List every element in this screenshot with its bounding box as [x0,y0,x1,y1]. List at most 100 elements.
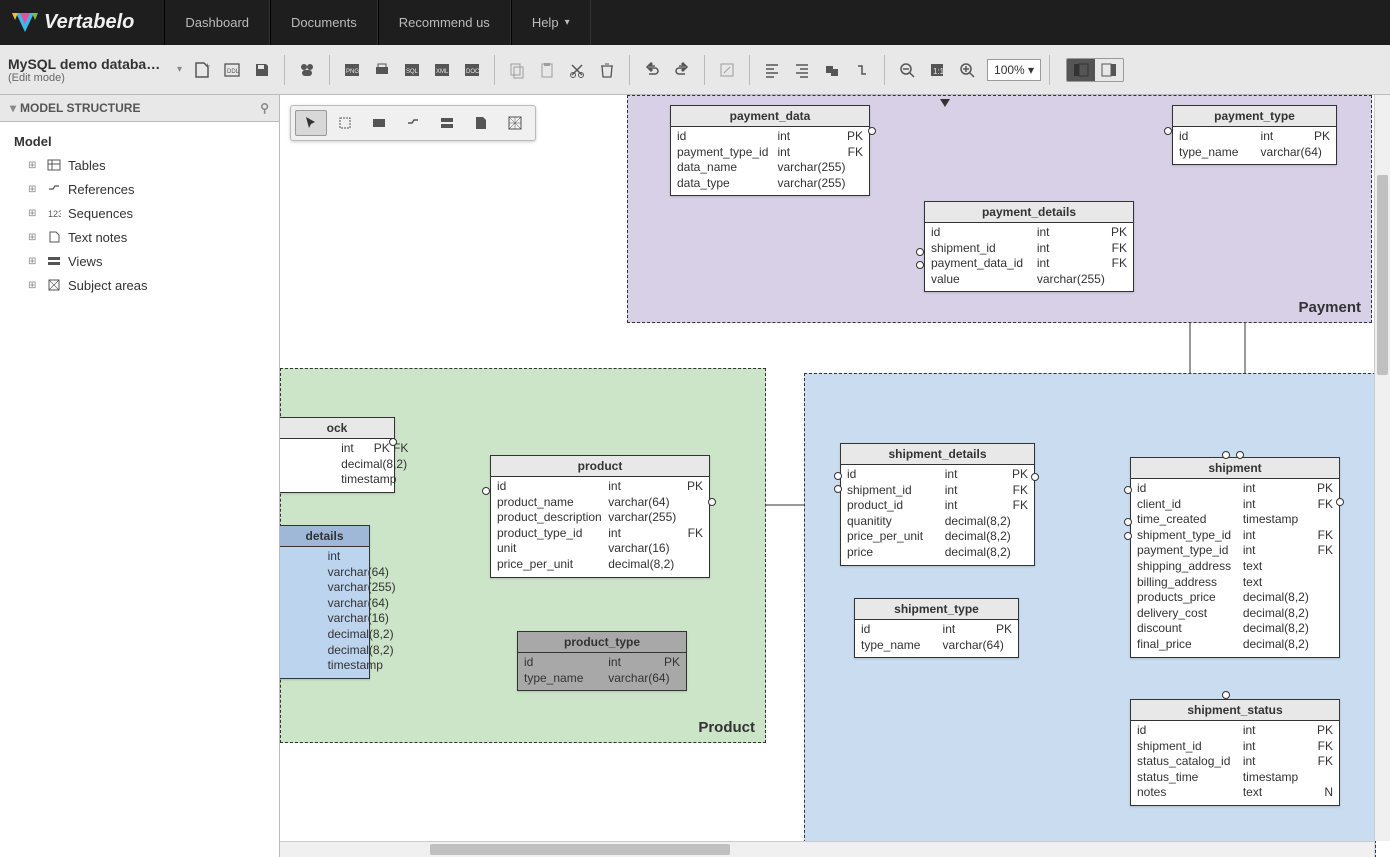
tree-root[interactable]: Model [6,130,273,153]
entity-column: products_pricedecimal(8,2) [1137,590,1333,606]
search-icon[interactable]: ⚲ [260,101,269,115]
panel-toggle [1066,58,1124,82]
align-left-button[interactable] [758,56,786,84]
new-button[interactable]: + [188,56,216,84]
zoom-in-button[interactable] [953,56,981,84]
nav-recommend[interactable]: Recommend us [378,0,511,45]
entity-shipment_type[interactable]: shipment_typeidintPKtype_namevarchar(64) [854,598,1019,658]
entity-product[interactable]: productidintPKproduct_namevarchar(64)pro… [490,455,710,578]
entity-body: idintPKclient_idintFKtime_createdtimesta… [1131,479,1339,657]
entity-column: type_namevarchar(64) [1179,145,1330,161]
entity-shipment_status[interactable]: shipment_statusidintPKshipment_idintFKst… [1130,699,1340,806]
ungroup-button[interactable] [848,56,876,84]
entity-column: shipping_addresstext [1137,559,1333,575]
doc-caret-icon[interactable]: ▾ [177,64,182,75]
entity-details_blue[interactable]: detailsintvarchar(64)varchar(255)varchar… [280,525,370,679]
tables-icon [46,157,62,173]
entity-title: payment_data [671,106,869,127]
save-button[interactable] [248,56,276,84]
vertical-scrollbar[interactable] [1374,95,1390,841]
brand-logo[interactable]: Vertabelo [12,10,134,36]
entity-payment_details[interactable]: payment_detailsidintPKshipment_idintFKpa… [924,201,1134,292]
redo-button[interactable] [668,56,696,84]
entity-shipment[interactable]: shipmentidintPKclient_idintFKtime_create… [1130,457,1340,658]
entity-body: idintPKtype_namevarchar(64) [855,620,1018,657]
entity-body: idintPKtype_namevarchar(64) [518,653,686,690]
nav-documents[interactable]: Documents [270,0,378,45]
align-right-button[interactable] [788,56,816,84]
area-tool[interactable] [499,110,531,136]
ddl-button[interactable]: DDL [218,56,246,84]
svg-text:DOC: DOC [466,69,480,75]
document-title: MySQL demo databa… [8,56,173,72]
entity-column: shipment_idintFK [1137,739,1333,755]
sidebar-title: MODEL STRUCTURE [20,101,260,115]
entity-column: shipment_idintFK [847,483,1028,499]
diagram-canvas[interactable]: PaymentProductpayment_dataidintPKpayment… [280,95,1390,857]
entity-column: idintPK [677,129,863,145]
doc-export-button[interactable]: DOC [458,56,486,84]
sequences-icon: 123 [46,205,62,221]
entity-column: idintPK [931,225,1127,241]
entity-body: idintPKproduct_namevarchar(64)product_de… [491,477,709,577]
entity-column: product_type_idintFK [497,526,703,542]
entity-column: payment_type_idintFK [1137,543,1333,559]
table-tool[interactable] [363,110,395,136]
delete-button[interactable] [593,56,621,84]
left-panel-toggle[interactable] [1067,59,1095,81]
share-button[interactable] [293,56,321,84]
pointer-tool[interactable] [295,110,327,136]
entity-column: pricedecimal(8,2) [847,545,1028,561]
entity-body: idintPKshipment_idintFKproduct_idintFKqu… [841,465,1034,565]
sidebar: ▾ MODEL STRUCTURE ⚲ Model ⊞ Tables ⊞ Ref… [0,95,280,857]
edit-button[interactable] [713,56,741,84]
tree-label: Views [68,254,102,269]
tree-item-areas[interactable]: ⊞ Subject areas [6,273,273,297]
cut-button[interactable] [563,56,591,84]
nav-help[interactable]: Help▾ [511,0,591,45]
connector-endpoint [1124,518,1132,526]
entity-stock[interactable]: ockintPK FKdecimal(8,2)timestamp [280,417,395,493]
tree-item-notes[interactable]: ⊞ Text notes [6,225,273,249]
sidebar-header[interactable]: ▾ MODEL STRUCTURE ⚲ [0,95,279,122]
tree-item-tables[interactable]: ⊞ Tables [6,153,273,177]
entity-column: idintPK [1179,129,1330,145]
marquee-tool[interactable] [329,110,361,136]
entity-column: product_namevarchar(64) [497,495,703,511]
copy-button[interactable] [503,56,531,84]
view-tool[interactable] [431,110,463,136]
entity-body: intvarchar(64)varchar(255)varchar(64)var… [280,547,369,678]
right-panel-toggle[interactable] [1095,59,1123,81]
entity-payment_type[interactable]: payment_typeidintPKtype_namevarchar(64) [1172,105,1337,165]
logo-icon [12,10,38,36]
entity-shipment_details[interactable]: shipment_detailsidintPKshipment_idintFKp… [840,443,1035,566]
connector-endpoint [1336,498,1344,506]
group-button[interactable] [818,56,846,84]
tree-item-sequences[interactable]: ⊞ 123 Sequences [6,201,273,225]
document-title-block[interactable]: MySQL demo databa… (Edit mode) [8,56,173,84]
png-export-button[interactable]: PNG [338,56,366,84]
entity-payment_data[interactable]: payment_dataidintPKpayment_type_idintFKd… [670,105,870,196]
tree-item-references[interactable]: ⊞ References [6,177,273,201]
horizontal-scrollbar[interactable] [280,841,1374,857]
xml-export-button[interactable]: XML [428,56,456,84]
reference-tool[interactable] [397,110,429,136]
zoom-fit-button[interactable]: 1:1 [923,56,951,84]
tree-item-views[interactable]: ⊞ Views [6,249,273,273]
entity-column: shipment_type_idintFK [1137,528,1333,544]
zoom-select[interactable]: 100% ▾ [987,59,1041,81]
paste-button[interactable] [533,56,561,84]
nav-dashboard[interactable]: Dashboard [164,0,270,45]
expand-icon: ⊞ [28,184,40,195]
tree-label: Sequences [68,206,133,221]
entity-product_type[interactable]: product_typeidintPKtype_namevarchar(64) [517,631,687,691]
print-button[interactable] [368,56,396,84]
entity-column: decimal(8,2) [286,457,388,473]
entity-column: idintPK [524,655,680,671]
undo-button[interactable] [638,56,666,84]
note-tool[interactable] [465,110,497,136]
zoom-out-button[interactable] [893,56,921,84]
connector-endpoint [1124,532,1132,540]
entity-title: shipment_status [1131,700,1339,721]
sql-export-button[interactable]: SQL [398,56,426,84]
